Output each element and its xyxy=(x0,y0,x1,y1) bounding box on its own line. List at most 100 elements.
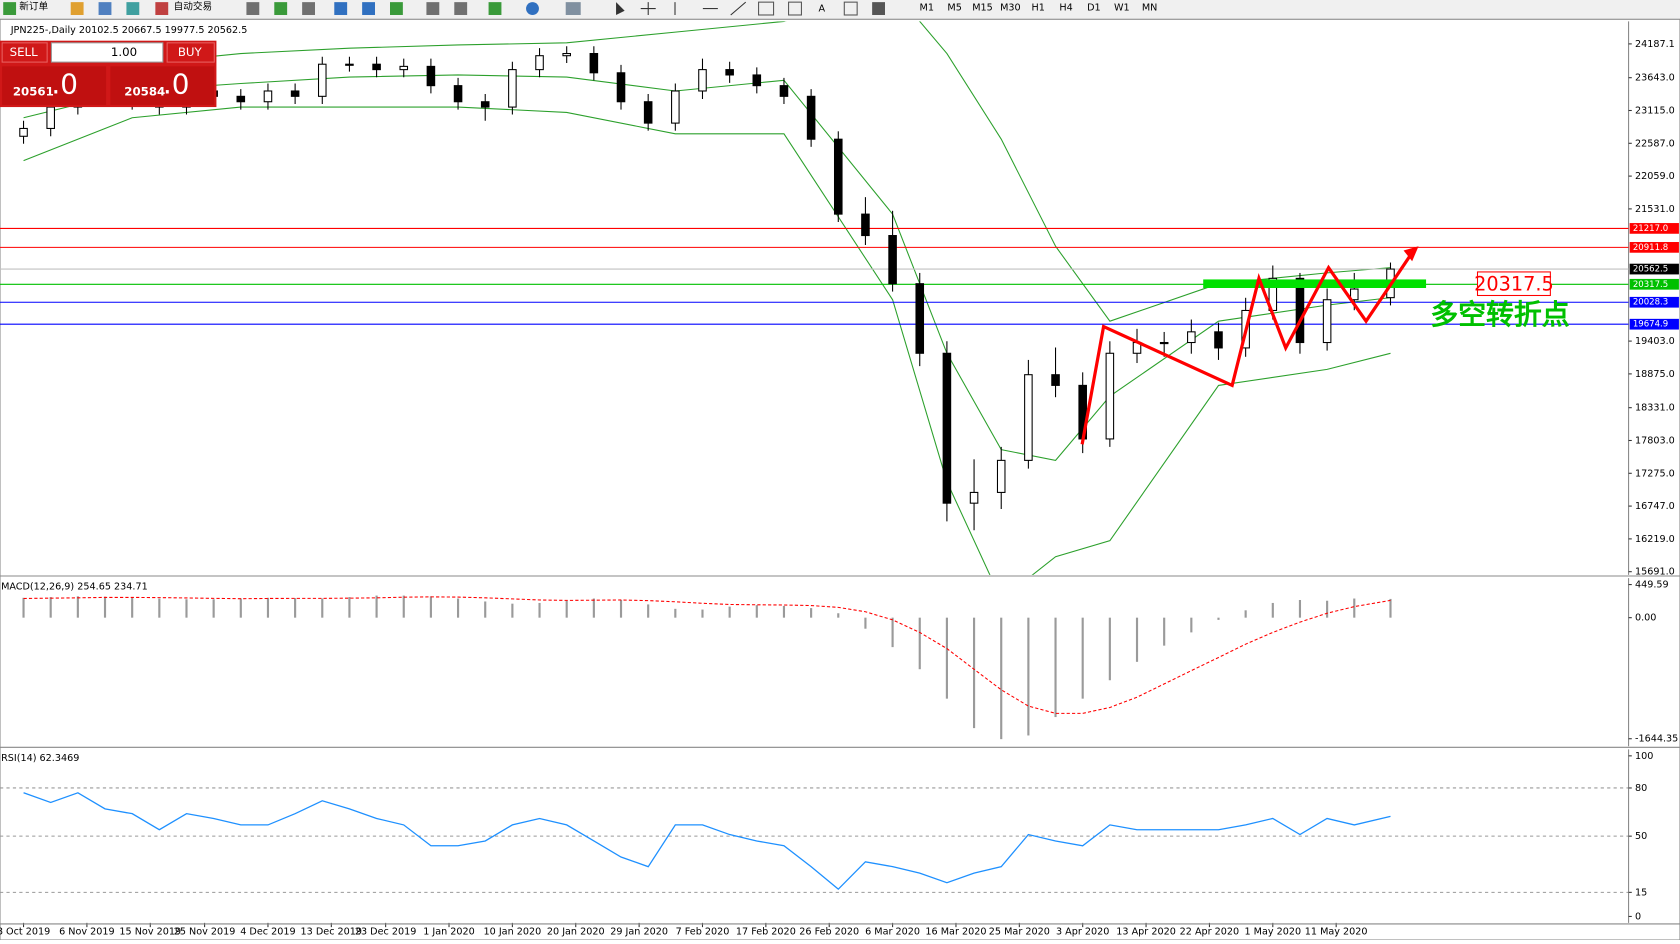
buy-button[interactable] xyxy=(166,42,215,63)
macd-bar xyxy=(103,596,107,618)
macd-bar xyxy=(1298,599,1302,618)
indicators[interactable] xyxy=(488,2,502,15)
new-order-button[interactable]: 新订单 xyxy=(19,0,48,12)
x-tick-label: 23 Dec 2019 xyxy=(355,926,417,937)
candle-body xyxy=(480,101,490,108)
icon[interactable] xyxy=(155,2,169,15)
x-tick-label: 26 Feb 2020 xyxy=(799,926,859,937)
level-box-text: 20317.5 xyxy=(1474,272,1554,295)
icon[interactable] xyxy=(274,2,288,15)
macd-bar xyxy=(1353,598,1356,618)
buy-label[interactable]: BUY xyxy=(178,45,203,59)
candle-body xyxy=(725,69,734,76)
arrow-head xyxy=(1403,246,1419,262)
arrow-tool[interactable] xyxy=(872,2,885,15)
level-tag xyxy=(1629,318,1679,330)
macd-bar xyxy=(701,609,704,618)
timeframe-button[interactable]: M5 xyxy=(947,2,961,13)
label-tool[interactable] xyxy=(843,1,858,16)
y-tick-label: 21531.0 xyxy=(1635,204,1675,215)
timeframe-button[interactable]: M30 xyxy=(1000,2,1021,13)
y-tick-label: 15 xyxy=(1635,887,1647,898)
candle-body xyxy=(616,72,626,103)
macd-bar xyxy=(1108,617,1111,681)
timeframe-button[interactable]: D1 xyxy=(1087,2,1101,13)
x-tick-label: 1 Jan 2020 xyxy=(423,926,475,937)
icon[interactable] xyxy=(70,2,84,15)
timeframe-button[interactable]: H1 xyxy=(1032,2,1045,13)
sell-button[interactable] xyxy=(1,42,48,63)
sell-price-box[interactable] xyxy=(2,66,107,105)
buy-price[interactable]: 20584 xyxy=(124,85,165,99)
templates[interactable] xyxy=(565,2,581,15)
timeframe-button[interactable]: M1 xyxy=(920,2,934,13)
trendline-tool[interactable] xyxy=(730,1,747,16)
cursor-tool[interactable] xyxy=(616,2,625,15)
timeframe-button[interactable]: M15 xyxy=(972,2,993,13)
x-tick-label: 11 May 2020 xyxy=(1305,926,1368,937)
macd-bar xyxy=(728,606,731,618)
timeframe-button[interactable]: W1 xyxy=(1114,2,1130,13)
zoom-in[interactable] xyxy=(334,2,348,15)
y-tick-label: 449.59 xyxy=(1635,580,1669,591)
panel-title: JPN225-,Daily 20102.5 20667.5 19977.5 20… xyxy=(10,25,248,36)
macd-bar xyxy=(375,595,378,618)
autotrade-button[interactable]: 自动交易 xyxy=(174,0,213,12)
level-label: 20911.8 xyxy=(1633,243,1668,253)
channel-tool[interactable] xyxy=(758,1,775,16)
macd-bar xyxy=(185,599,188,618)
sell-label[interactable]: SELL xyxy=(10,45,38,59)
timeframe-button[interactable]: H4 xyxy=(1059,2,1072,13)
macd-bar xyxy=(511,603,514,618)
timeframe-button[interactable]: MN xyxy=(1142,2,1158,13)
macd-bar xyxy=(918,617,921,670)
macd-bar xyxy=(538,602,541,618)
panel-title: MACD(12,26,9) 254.65 234.71 xyxy=(1,582,148,593)
icon[interactable] xyxy=(302,2,315,15)
buy-price-box[interactable] xyxy=(110,66,215,105)
icon[interactable] xyxy=(98,2,112,15)
candle-body xyxy=(1322,299,1332,344)
zoom-out[interactable] xyxy=(362,2,375,15)
fibo-tool[interactable] xyxy=(788,1,802,16)
lot-input[interactable] xyxy=(50,42,164,63)
text-tool[interactable]: A xyxy=(819,4,826,15)
macd-bar xyxy=(647,604,650,618)
toolbar xyxy=(0,0,1680,20)
icon[interactable] xyxy=(454,2,468,15)
periods[interactable] xyxy=(526,2,539,15)
macd-bar xyxy=(1000,617,1003,740)
sell-price[interactable]: 20561 xyxy=(13,85,54,99)
macd-bar xyxy=(972,617,976,729)
macd-bar xyxy=(321,598,324,618)
candle-body xyxy=(752,74,762,87)
macd-bar xyxy=(1244,610,1247,618)
x-tick-label: 13 Dec 2019 xyxy=(301,926,363,937)
level-tag xyxy=(1629,263,1679,275)
x-tick-label: 7 Feb 2020 xyxy=(676,926,730,937)
candle-body xyxy=(1051,374,1060,386)
level-tag xyxy=(1629,242,1679,253)
x-tick-label: 4 Dec 2019 xyxy=(240,926,295,937)
buy-price-frac[interactable]: .0 xyxy=(163,68,190,101)
candle-body xyxy=(1159,341,1169,345)
macd-bar xyxy=(294,598,297,618)
crosshair-tool[interactable] xyxy=(640,2,656,15)
icon[interactable] xyxy=(126,2,140,15)
icon[interactable] xyxy=(246,2,260,15)
macd-bar xyxy=(76,596,79,618)
sell-price-frac[interactable]: .0 xyxy=(51,68,78,101)
y-tick-label: 23643.0 xyxy=(1635,73,1675,84)
x-tick-label: 17 Feb 2020 xyxy=(736,926,796,937)
turning-point-note: 多空转折点 xyxy=(1430,298,1569,331)
one-click-trading: SELL 1.00 BUY 20561 .0 20584 .0 xyxy=(0,40,217,108)
x-tick-label: 16 Mar 2020 xyxy=(925,926,986,937)
lot-value[interactable]: 1.00 xyxy=(111,45,137,59)
icon[interactable] xyxy=(426,2,440,15)
panel xyxy=(22,595,1392,740)
icon[interactable] xyxy=(3,2,17,15)
tile[interactable] xyxy=(390,2,403,15)
y-tick-label: 100 xyxy=(1635,751,1653,762)
